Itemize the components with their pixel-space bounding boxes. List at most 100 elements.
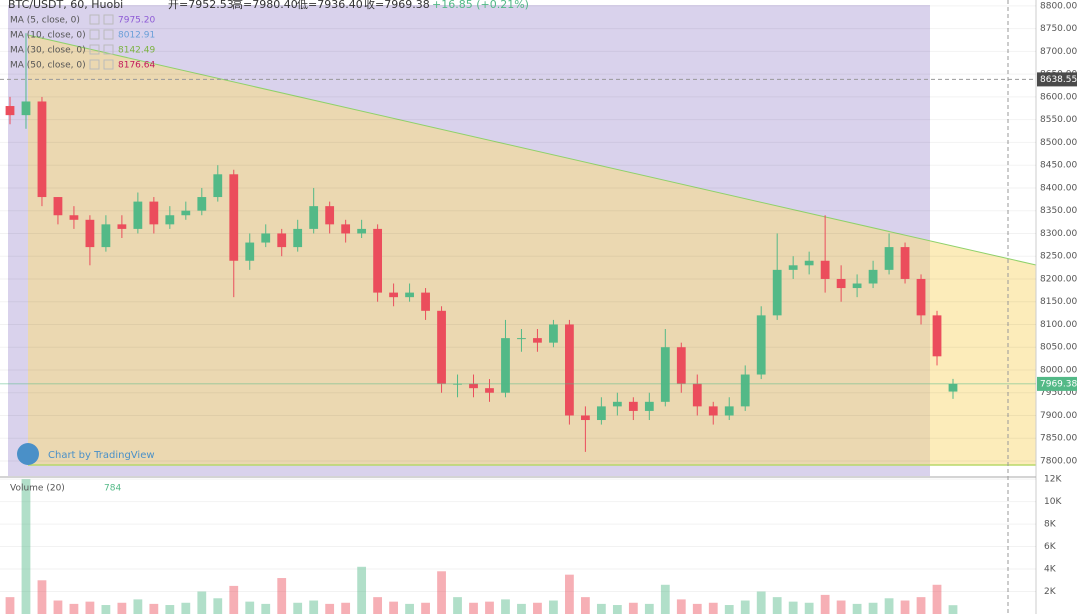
candle-body xyxy=(309,206,319,229)
triangle-drawing xyxy=(28,35,1036,465)
candle-body xyxy=(181,210,191,216)
volume-bar xyxy=(580,597,590,614)
volume-bar xyxy=(277,578,287,614)
candle-body xyxy=(628,401,638,411)
y-tick-label: 7950.00 xyxy=(1040,388,1077,398)
candle-body xyxy=(932,315,942,357)
indicator-settings xyxy=(89,14,100,25)
candle-body xyxy=(660,347,670,402)
volume-bar xyxy=(165,605,175,614)
y-tick-label: 7850.00 xyxy=(1040,434,1077,444)
volume-tick-label: 4K xyxy=(1044,565,1057,575)
close-label: 收=7969.38 xyxy=(364,0,430,11)
volume-legend-name: Volume (20) xyxy=(10,484,65,494)
volume-bar xyxy=(85,601,95,614)
last-price-box xyxy=(1037,376,1077,391)
indicator-value: 7975.20 xyxy=(118,16,155,26)
volume-bar xyxy=(293,602,303,614)
candle-body xyxy=(261,233,271,243)
volume-bar xyxy=(740,600,750,614)
symbol: BTC/USDT, 60, Huobi xyxy=(8,0,123,11)
last-price-label: 7969.38 xyxy=(1040,379,1077,389)
volume-bar xyxy=(565,574,574,614)
y-tick-label: 8500.00 xyxy=(1040,138,1077,148)
volume-bar xyxy=(676,599,686,614)
y-tick-label: 8050.00 xyxy=(1040,343,1077,353)
y-tick-label: 7900.00 xyxy=(1040,411,1077,421)
volume-bar xyxy=(213,598,223,614)
indicator-remove xyxy=(103,44,114,55)
y-tick-label: 8100.00 xyxy=(1040,320,1077,330)
low-label: 低=7936.40 xyxy=(297,0,363,11)
candle-body xyxy=(948,383,958,392)
indicator-settings xyxy=(89,29,100,40)
indicator-value: 8176.64 xyxy=(118,61,155,71)
candle-body xyxy=(708,406,718,416)
indicator-name: MA (30, close, 0) xyxy=(10,46,86,56)
volume-bar xyxy=(53,600,63,614)
y-tick-label: 7800.00 xyxy=(1040,456,1077,466)
candle-body xyxy=(277,233,287,248)
candle-body xyxy=(692,383,702,407)
volume-bar xyxy=(341,602,351,614)
candle-body xyxy=(565,324,574,416)
candle-body xyxy=(229,174,239,261)
candle-body xyxy=(37,101,47,198)
candle-body xyxy=(676,347,686,384)
volume-bar xyxy=(900,600,910,614)
watermark: Chart by TradingView xyxy=(17,443,155,465)
volume-bar xyxy=(181,602,191,614)
candle-body xyxy=(868,269,878,284)
candle-body xyxy=(85,219,95,248)
candle-body xyxy=(533,338,542,343)
candle-body xyxy=(740,374,750,407)
candle-body xyxy=(373,228,383,293)
candle-body xyxy=(117,224,127,229)
volume-bar xyxy=(229,585,239,614)
y-tick-label: 8350.00 xyxy=(1040,206,1077,216)
volume-bar xyxy=(533,602,542,614)
candle-body xyxy=(916,278,926,316)
volume-bar xyxy=(133,599,143,614)
y-tick-label: 8600.00 xyxy=(1040,92,1077,102)
volume-bar xyxy=(261,603,271,614)
volume-bar xyxy=(421,602,430,614)
volume-bar xyxy=(852,603,862,614)
volume-bar xyxy=(756,591,766,614)
volume-bar xyxy=(405,603,414,614)
candle-body xyxy=(69,215,79,220)
volume-bar xyxy=(325,603,335,614)
candle-body xyxy=(900,247,910,279)
candle-body xyxy=(325,206,335,225)
candle-body xyxy=(644,401,654,411)
candle-body xyxy=(596,406,606,421)
candle-body xyxy=(101,224,111,248)
volume-bar xyxy=(517,603,526,614)
candle-body xyxy=(213,174,223,198)
candle-body xyxy=(245,242,255,261)
volume-bar xyxy=(5,597,15,614)
candle-body xyxy=(612,401,622,407)
indicator-name: MA (50, close, 0) xyxy=(10,61,86,71)
volume-legend-value: 784 xyxy=(104,484,121,494)
volume-bar xyxy=(469,602,478,614)
volume-bar xyxy=(836,600,846,614)
candle-body xyxy=(21,101,31,116)
volume-tick-label: 2K xyxy=(1044,587,1057,597)
y-tick-label: 8250.00 xyxy=(1040,252,1077,262)
candle-body xyxy=(884,247,894,270)
volume-bar xyxy=(612,605,622,614)
candle-body xyxy=(756,315,766,375)
y-tick-label: 8300.00 xyxy=(1040,229,1077,239)
indicator-value: 8012.91 xyxy=(118,31,155,41)
volume-bar xyxy=(932,584,942,614)
plot xyxy=(0,5,1036,614)
candle-body xyxy=(133,201,143,229)
candle-body xyxy=(389,292,398,298)
volume-bar xyxy=(884,598,894,614)
volume-bar xyxy=(501,599,510,614)
y-tick-label: 8800.00 xyxy=(1040,1,1077,11)
volume-bar xyxy=(708,602,718,614)
volume-bar xyxy=(117,602,127,614)
crosshair-price-label: 8638.55 xyxy=(1040,75,1077,85)
